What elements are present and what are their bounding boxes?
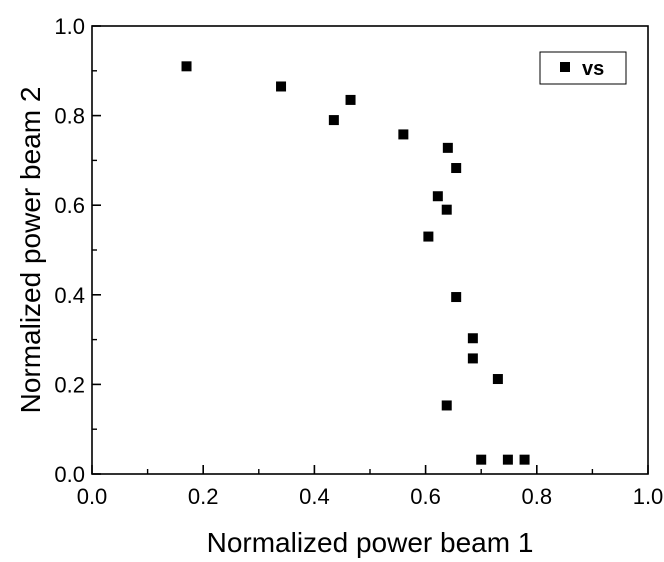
data-point <box>492 374 503 385</box>
data-point <box>181 61 192 72</box>
y-tick-label: 0.4 <box>54 283 85 308</box>
legend-marker-vs <box>560 62 570 72</box>
data-point <box>398 129 409 140</box>
x-tick-label: 0.0 <box>77 484 108 509</box>
data-point <box>467 353 478 364</box>
y-tick-label: 1.0 <box>54 14 85 39</box>
x-axis-title: Normalized power beam 1 <box>207 527 534 558</box>
data-point <box>519 454 530 465</box>
data-points <box>181 61 530 465</box>
legend-label-vs: vs <box>582 58 604 80</box>
data-point <box>276 81 287 92</box>
data-point <box>476 454 487 465</box>
data-point <box>441 400 452 411</box>
data-point <box>423 231 434 242</box>
data-point <box>451 163 462 174</box>
data-point <box>502 454 513 465</box>
plot-area-frame <box>91 25 649 475</box>
x-axis-ticks: 0.0 0.2 0.4 0.6 0.8 1.0 <box>77 465 664 509</box>
y-axis-ticks: 0.0 0.2 0.4 0.6 0.8 1.0 <box>54 14 101 487</box>
data-point <box>451 292 462 303</box>
data-point <box>345 94 356 105</box>
x-tick-label: 0.6 <box>410 484 441 509</box>
data-point <box>328 115 339 126</box>
legend: vs <box>539 51 627 85</box>
legend-box <box>539 51 627 85</box>
data-point <box>442 142 453 153</box>
x-tick-label: 0.2 <box>188 484 219 509</box>
y-axis-title: Normalized power beam 2 <box>15 87 46 414</box>
data-point <box>441 204 452 215</box>
y-tick-label: 0.2 <box>54 372 85 397</box>
data-point <box>467 333 478 344</box>
y-tick-label: 0.8 <box>54 104 85 129</box>
x-tick-label: 1.0 <box>633 484 664 509</box>
x-tick-label: 0.8 <box>522 484 553 509</box>
data-point <box>432 191 443 202</box>
y-tick-label: 0.0 <box>54 462 85 487</box>
y-tick-label: 0.6 <box>54 193 85 218</box>
x-tick-label: 0.4 <box>299 484 330 509</box>
